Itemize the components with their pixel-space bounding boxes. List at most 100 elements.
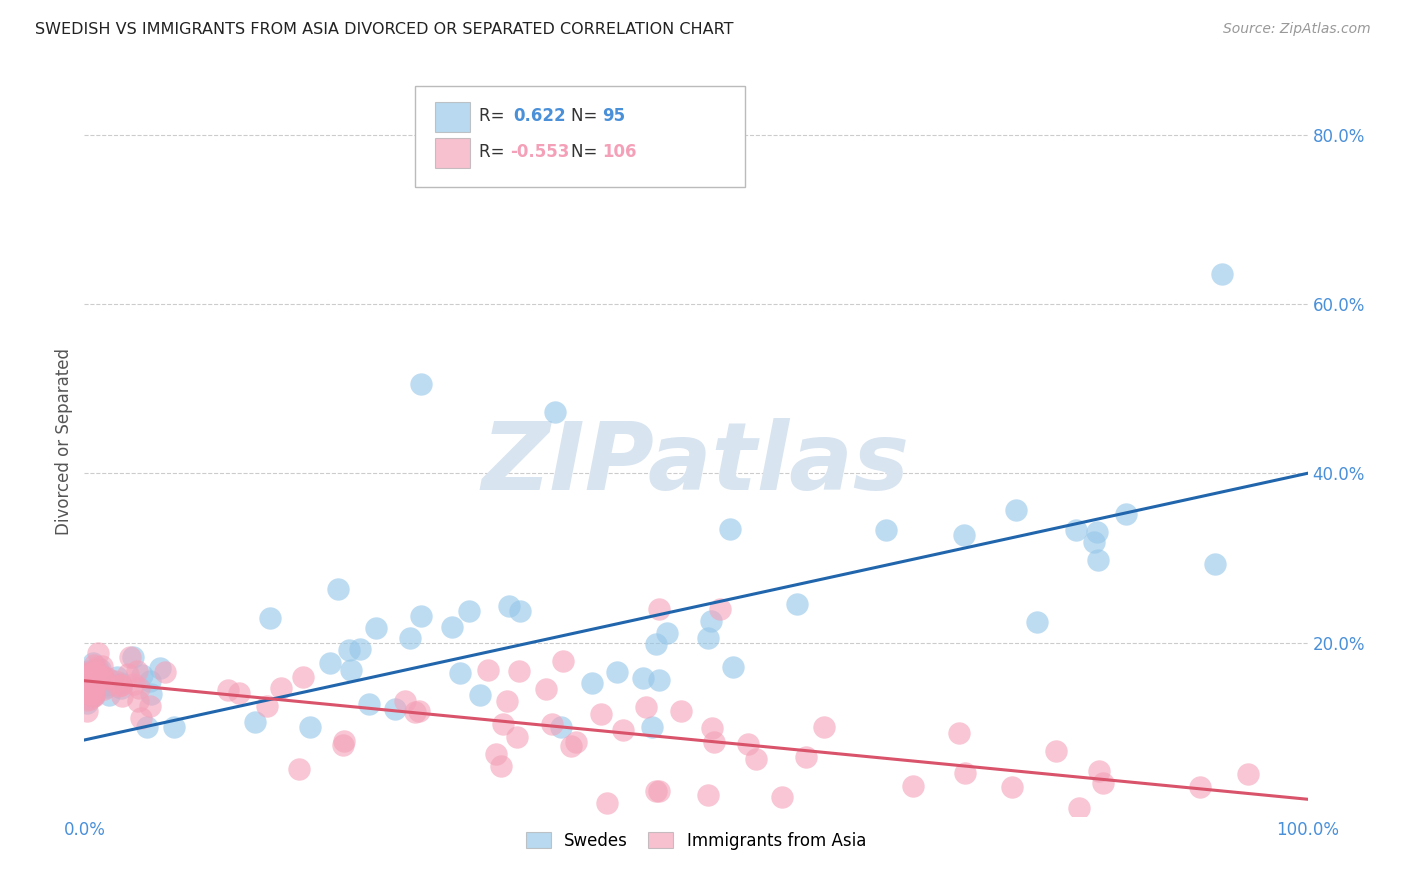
Point bbox=[399, 631, 422, 645]
Point bbox=[786, 597, 808, 611]
Point bbox=[139, 687, 162, 701]
Point bbox=[91, 670, 114, 684]
Point bbox=[77, 665, 100, 679]
Y-axis label: Divorced or Separated: Divorced or Separated bbox=[55, 348, 73, 535]
Point bbox=[76, 681, 98, 695]
Point bbox=[1087, 553, 1109, 567]
Point bbox=[77, 674, 100, 689]
Point bbox=[349, 641, 371, 656]
Text: R=: R= bbox=[479, 107, 510, 125]
Text: 106: 106 bbox=[602, 144, 637, 161]
Point bbox=[270, 681, 292, 695]
Point bbox=[93, 673, 115, 687]
Point bbox=[110, 690, 132, 704]
Point bbox=[80, 681, 103, 696]
Point bbox=[153, 665, 176, 679]
FancyBboxPatch shape bbox=[436, 102, 470, 132]
Point bbox=[79, 671, 101, 685]
Point bbox=[484, 747, 506, 761]
Point bbox=[90, 659, 112, 673]
Point bbox=[129, 711, 152, 725]
Point bbox=[1083, 534, 1105, 549]
Point bbox=[534, 682, 557, 697]
FancyBboxPatch shape bbox=[436, 138, 470, 168]
Point bbox=[953, 528, 976, 542]
Point bbox=[84, 667, 107, 681]
Point bbox=[1091, 776, 1114, 790]
Point bbox=[87, 646, 110, 660]
Point bbox=[404, 705, 426, 719]
Point bbox=[84, 679, 107, 693]
Point bbox=[744, 752, 766, 766]
Point bbox=[125, 665, 148, 679]
Point bbox=[319, 656, 342, 670]
Point bbox=[87, 665, 110, 679]
Point bbox=[477, 664, 499, 678]
Point bbox=[76, 704, 98, 718]
Point bbox=[596, 797, 619, 811]
Point bbox=[633, 671, 655, 685]
Point bbox=[79, 678, 101, 692]
Point bbox=[79, 674, 101, 689]
Point bbox=[1045, 744, 1067, 758]
Point bbox=[79, 668, 101, 682]
Point bbox=[80, 665, 103, 680]
Point bbox=[76, 685, 98, 699]
Point bbox=[136, 720, 159, 734]
Point bbox=[606, 665, 628, 679]
Point bbox=[645, 783, 668, 797]
Point bbox=[82, 665, 104, 679]
Point bbox=[256, 698, 278, 713]
Point bbox=[509, 603, 531, 617]
Point bbox=[1085, 524, 1108, 539]
Point bbox=[641, 720, 664, 734]
Point bbox=[127, 694, 149, 708]
Point bbox=[97, 688, 120, 702]
Point bbox=[83, 665, 105, 679]
Point bbox=[91, 672, 114, 686]
Point bbox=[76, 692, 98, 706]
Point bbox=[86, 665, 108, 679]
Text: SWEDISH VS IMMIGRANTS FROM ASIA DIVORCED OR SEPARATED CORRELATION CHART: SWEDISH VS IMMIGRANTS FROM ASIA DIVORCED… bbox=[35, 22, 734, 37]
Point bbox=[82, 680, 104, 694]
Point bbox=[76, 682, 98, 697]
Point bbox=[121, 649, 143, 664]
Point bbox=[648, 673, 671, 687]
Point bbox=[83, 658, 105, 673]
Point bbox=[948, 726, 970, 740]
Point bbox=[359, 697, 381, 711]
Point bbox=[79, 667, 101, 681]
Legend: Swedes, Immigrants from Asia: Swedes, Immigrants from Asia bbox=[519, 825, 873, 856]
Point bbox=[506, 730, 529, 744]
Point bbox=[96, 678, 118, 692]
Point bbox=[581, 675, 603, 690]
Point bbox=[83, 688, 105, 702]
Point bbox=[76, 696, 98, 710]
Point bbox=[496, 693, 519, 707]
Point bbox=[243, 714, 266, 729]
Point bbox=[80, 678, 103, 692]
Point bbox=[458, 604, 481, 618]
Point bbox=[77, 670, 100, 684]
Point bbox=[657, 626, 679, 640]
Point bbox=[634, 700, 657, 714]
Point bbox=[560, 739, 582, 753]
FancyBboxPatch shape bbox=[415, 86, 745, 186]
Point bbox=[107, 679, 129, 693]
Point bbox=[1069, 801, 1091, 815]
Point bbox=[163, 720, 186, 734]
Point bbox=[339, 663, 361, 677]
Point bbox=[953, 765, 976, 780]
Point bbox=[138, 674, 160, 689]
Point bbox=[120, 649, 142, 664]
Text: ZIPatlas: ZIPatlas bbox=[482, 418, 910, 510]
Point bbox=[110, 678, 132, 692]
Point bbox=[1237, 767, 1260, 781]
Text: -0.553: -0.553 bbox=[510, 144, 569, 161]
Point bbox=[79, 692, 101, 706]
Point bbox=[76, 678, 98, 692]
Point bbox=[89, 663, 111, 677]
Point bbox=[1088, 764, 1111, 779]
Text: Source: ZipAtlas.com: Source: ZipAtlas.com bbox=[1223, 22, 1371, 37]
Point bbox=[508, 664, 530, 678]
